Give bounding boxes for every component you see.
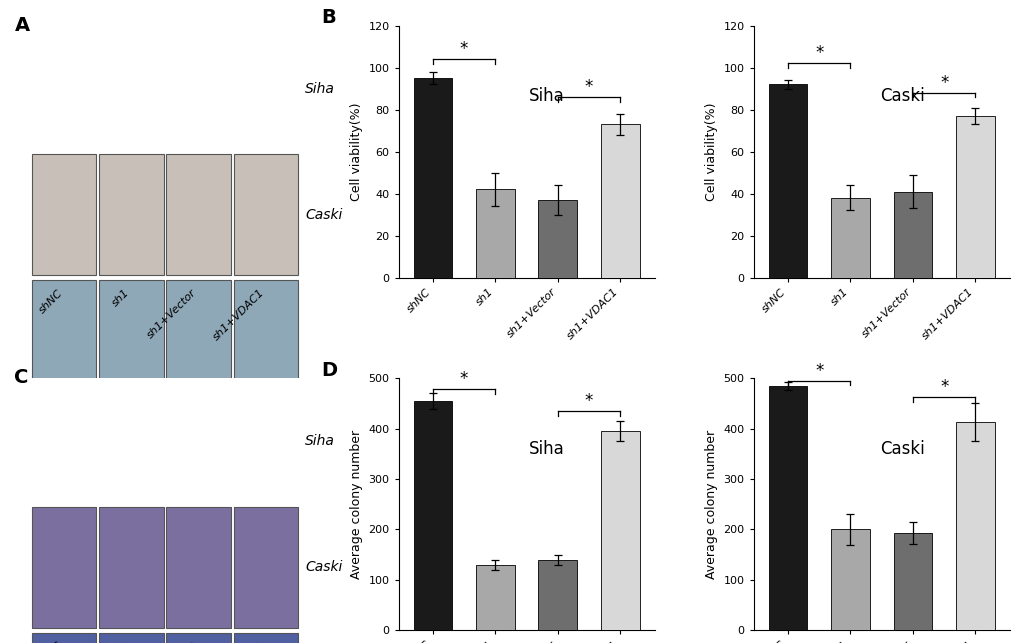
Bar (538, 200, 577, 278)
Text: shNC: shNC (37, 287, 64, 315)
Text: *: * (584, 78, 593, 96)
Text: B: B (321, 8, 336, 27)
Text: Caski: Caski (305, 208, 342, 222)
Bar (955, 116, 994, 278)
Bar (32, 154, 97, 275)
Bar (233, 507, 298, 628)
Text: sh1+VDAC1: sh1+VDAC1 (211, 287, 266, 343)
Text: D: D (321, 361, 337, 379)
Text: *: * (460, 370, 468, 388)
Bar (830, 529, 869, 630)
Text: sh1: sh1 (110, 640, 131, 643)
Bar (166, 154, 230, 275)
Text: *: * (940, 73, 948, 91)
Y-axis label: Average colony number: Average colony number (704, 430, 717, 579)
Bar (99, 154, 164, 275)
Bar (32, 507, 97, 628)
Y-axis label: Cell viability(%): Cell viability(%) (350, 102, 363, 201)
Bar (768, 386, 807, 630)
Bar (893, 533, 931, 630)
Bar (476, 565, 515, 630)
Bar (99, 507, 164, 628)
Text: Siha: Siha (305, 82, 334, 96)
Text: *: * (584, 392, 593, 410)
Bar (538, 559, 577, 630)
Text: *: * (814, 361, 822, 379)
Text: Caski: Caski (879, 87, 923, 105)
Bar (233, 633, 298, 643)
Y-axis label: Cell viability(%): Cell viability(%) (704, 102, 717, 201)
Bar (233, 280, 298, 401)
Bar (32, 280, 97, 401)
Text: Siha: Siha (305, 434, 334, 448)
Text: Caski: Caski (879, 440, 923, 458)
Bar (955, 422, 994, 630)
Y-axis label: Average colony number: Average colony number (350, 430, 363, 579)
Bar (893, 192, 931, 278)
Text: Siha: Siha (529, 440, 565, 458)
Bar (99, 280, 164, 401)
Text: A: A (14, 15, 30, 35)
Bar (413, 78, 451, 278)
Text: sh1+VDAC1: sh1+VDAC1 (211, 640, 266, 643)
Bar (830, 198, 869, 278)
Text: shNC: shNC (37, 640, 64, 643)
Bar (768, 84, 807, 278)
Text: Caski: Caski (305, 560, 342, 574)
Text: sh1+Vector: sh1+Vector (146, 640, 199, 643)
Bar (476, 190, 515, 278)
Text: sh1+Vector: sh1+Vector (146, 287, 199, 341)
Bar (600, 431, 639, 630)
Text: *: * (460, 40, 468, 58)
Text: C: C (14, 368, 29, 387)
Bar (233, 154, 298, 275)
Bar (600, 124, 639, 278)
Bar (166, 507, 230, 628)
Text: *: * (940, 378, 948, 396)
Text: *: * (814, 44, 822, 62)
Bar (166, 280, 230, 401)
Text: Siha: Siha (529, 87, 565, 105)
Text: sh1: sh1 (110, 287, 131, 309)
Bar (32, 633, 97, 643)
Bar (166, 633, 230, 643)
Bar (99, 633, 164, 643)
Bar (413, 401, 451, 630)
